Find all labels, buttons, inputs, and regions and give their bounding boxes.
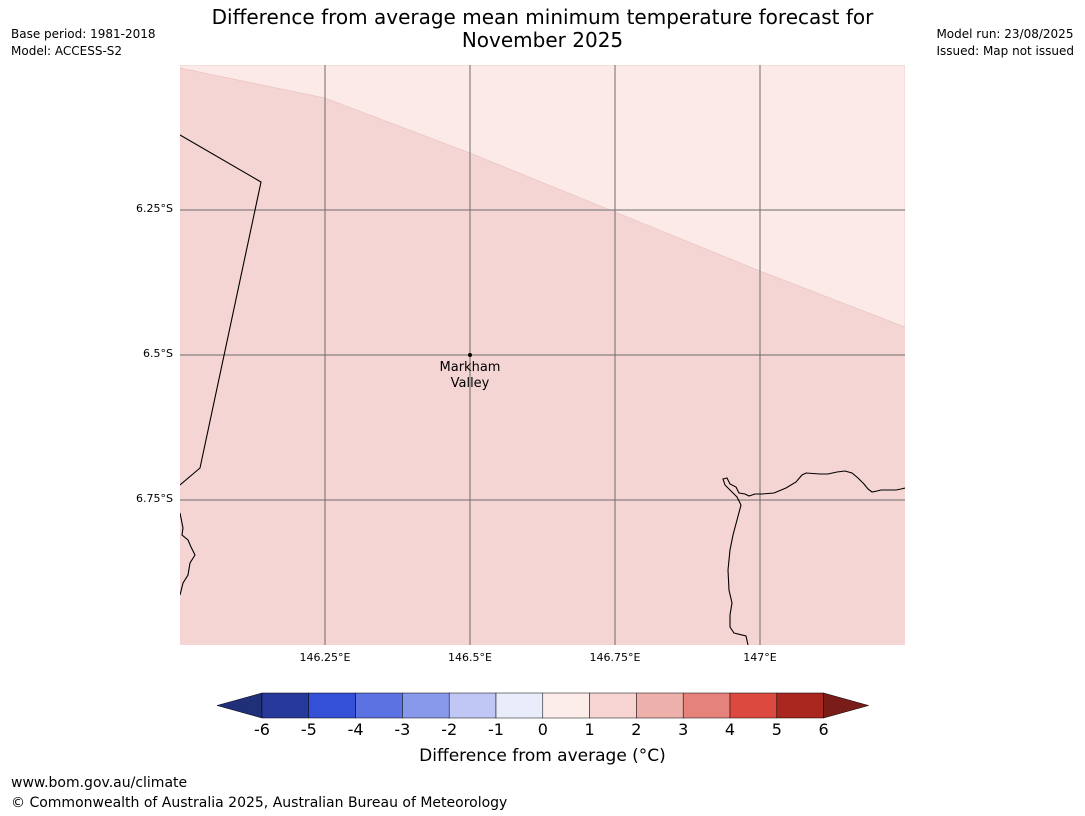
colorbar-tick-label: -6 [254,720,270,739]
colorbar-tick-label: 5 [771,720,782,739]
colorbar-tick-label: -3 [394,720,411,739]
place-label-line1: Markham [439,360,501,375]
colorbar-segment [776,692,824,719]
issued-text: Issued: Map not issued [936,44,1074,58]
lon-label-147: 147°E [743,651,777,664]
markham-valley-marker [468,353,472,357]
colorbar [216,692,870,719]
place-label-line2: Valley [450,376,490,391]
colorbar-segment [729,692,778,719]
colorbar-tick-label: -5 [300,720,317,739]
header-meta-right: Model run: 23/08/2025 Issued: Map not is… [936,26,1074,60]
map-title: Difference from average mean minimum tem… [180,6,905,52]
colorbar-label: Difference from average (°C) [419,746,666,766]
colorbar-segment [448,692,497,719]
lat-label-6-25: 6.25°S [136,202,173,215]
model-run-text: Model run: 23/08/2025 [936,27,1074,41]
coastline-east [722,470,905,645]
colorbar-tick-label: -4 [347,720,364,739]
colorbar-tick-label: 3 [678,720,689,739]
colorbar-segment [495,692,544,719]
colorbar-tick-label: 0 [537,720,548,739]
colorbar-tick-label: -2 [441,720,458,739]
lon-label-146-25: 146.25°E [299,651,351,664]
colorbar-segment [261,692,310,719]
colorbar-tick-label: 4 [724,720,736,739]
lat-label-6-5: 6.5°S [143,347,173,360]
footer-url: www.bom.gov.au/climate [11,775,188,791]
lon-label-146-75: 146.75°E [589,651,641,664]
colorbar-segment [682,692,731,719]
place-label-markham-valley: Markham Valley [410,360,530,392]
colorbar-tick-label: 1 [584,720,595,739]
colorbar-tick-label: 6 [818,720,829,739]
model-text: Model: ACCESS-S2 [11,44,123,58]
colorbar-over-arrow [823,692,870,719]
footer-copyright: © Commonwealth of Australia 2025, Austra… [11,795,508,811]
province-border [180,134,262,486]
lat-label-6-75: 6.75°S [136,492,173,505]
header-meta-left: Base period: 1981-2018 Model: ACCESS-S2 [11,26,156,60]
colorbar-under-arrow [216,692,263,719]
forecast-map [180,65,905,645]
colorbar-tick-label: -1 [488,720,504,739]
colorbar-segment [402,692,450,719]
colorbar-segment [355,692,403,719]
colorbar-segment [542,692,590,719]
colorbar-segment [636,692,684,719]
map-coastlines [180,134,905,645]
colorbar-tick-label: 2 [631,720,642,739]
colorbar-segment [308,692,356,719]
coastline-west [180,512,196,596]
map-title-line2: November 2025 [461,28,624,52]
colorbar-segment [589,692,637,719]
lon-label-146-5: 146.5°E [448,651,492,664]
map-title-line1: Difference from average mean minimum tem… [211,5,874,29]
base-period-text: Base period: 1981-2018 [11,27,156,41]
